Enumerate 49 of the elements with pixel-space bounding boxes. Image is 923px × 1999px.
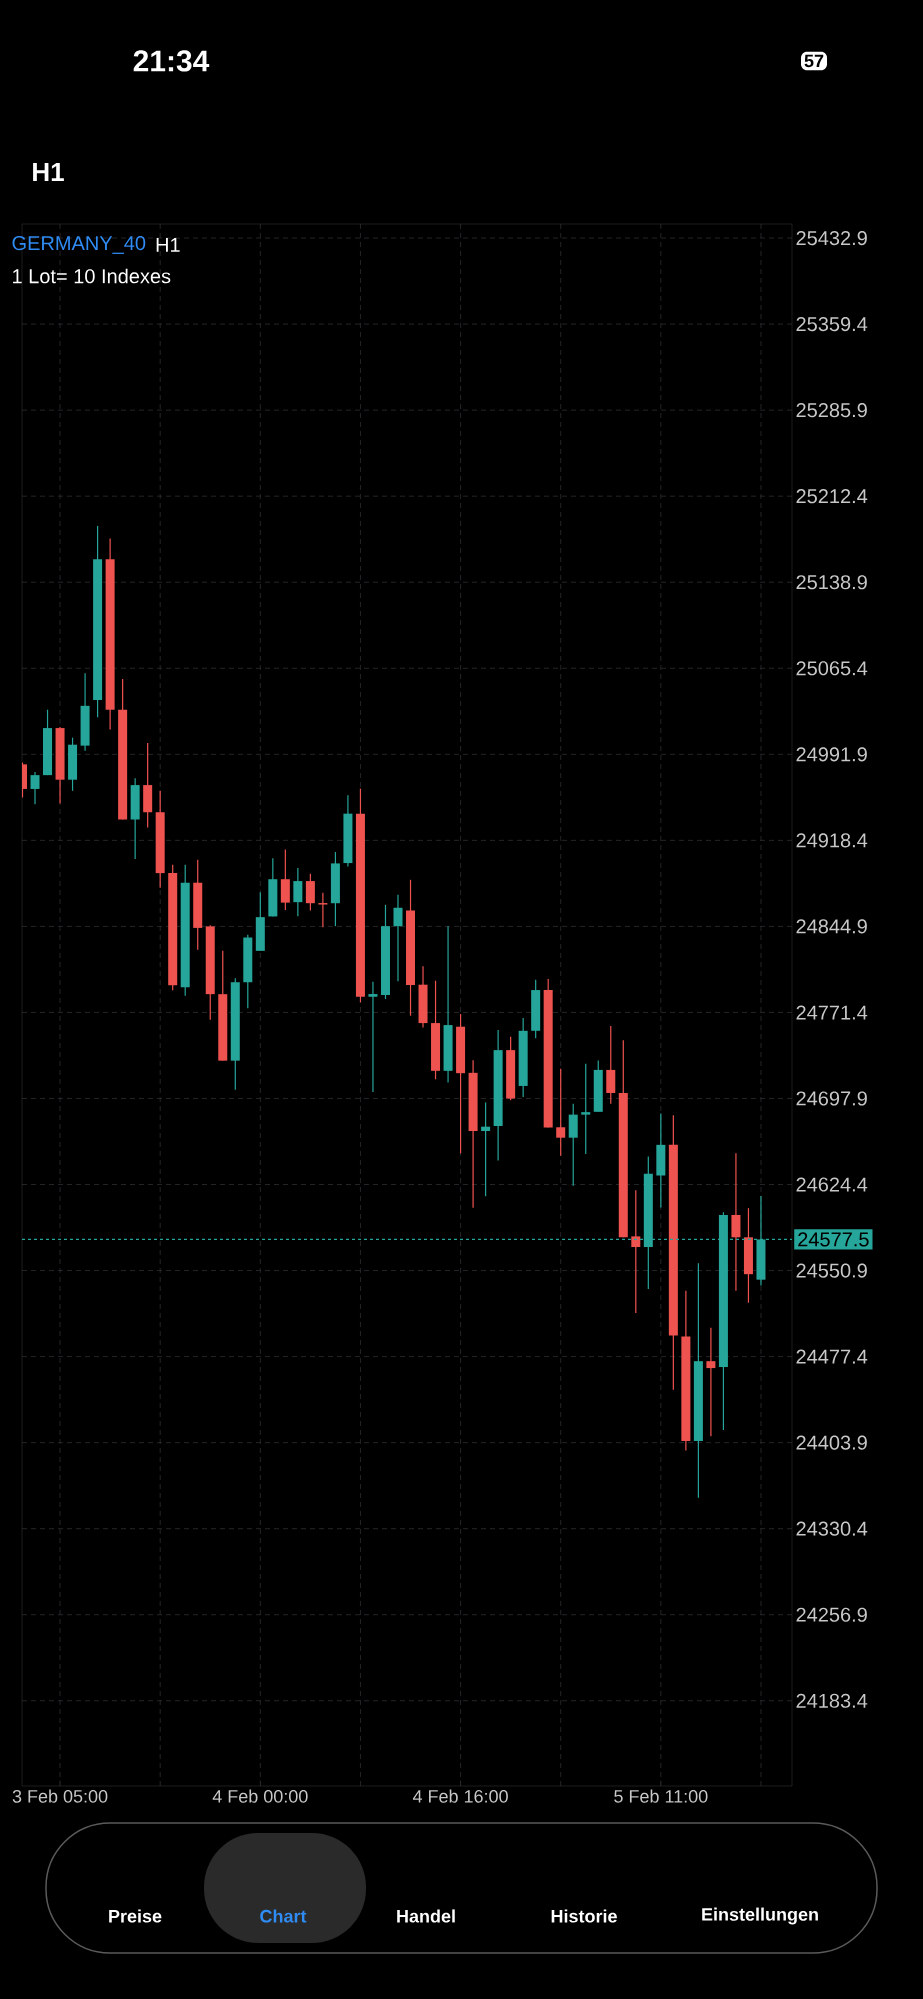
text: Handel	[397, 1909, 455, 1923]
candlestick	[631, 1189, 641, 1314]
text: GERMANY_40	[12, 236, 146, 254]
candlestick	[280, 848, 290, 911]
x-tick-label: 3 Feb 05:00	[12, 1789, 108, 1803]
y-tick-label: 24918.4	[796, 833, 868, 848]
text: Einstellungen	[702, 1907, 818, 1925]
y-tick-label: 24256.9	[796, 1607, 867, 1622]
text: Historie	[551, 1909, 617, 1923]
y-tick-label: 24550.9	[796, 1263, 867, 1278]
candlestick	[568, 1103, 578, 1187]
candlestick	[368, 981, 378, 1093]
ref-line-label: 24577.5	[798, 1232, 869, 1247]
candlestick	[393, 894, 403, 982]
text: 57	[804, 54, 824, 68]
candlestick	[706, 1327, 716, 1437]
candlestick	[556, 1068, 566, 1157]
candlestick	[305, 873, 315, 912]
y-tick-label: 25359.4	[796, 317, 868, 332]
text: 21:34	[133, 50, 210, 72]
y-tick-label: 24403.9	[796, 1435, 867, 1450]
y-tick-label: 24183.4	[796, 1693, 868, 1708]
candlestick	[606, 1025, 616, 1105]
y-tick-label: 24771.4	[796, 1005, 868, 1020]
text: H1	[33, 163, 64, 181]
y-tick-label: 24624.4	[796, 1177, 868, 1192]
text: 1 Lot= 10 Indexes	[13, 268, 171, 284]
y-tick-label: 25065.4	[796, 661, 868, 676]
candlestick	[317, 892, 329, 928]
y-tick-label: 25138.9	[796, 575, 867, 590]
x-tick-label: 4 Feb 16:00	[412, 1789, 508, 1803]
y-tick-label: 24991.9	[796, 747, 867, 762]
candlestick	[481, 1101, 491, 1197]
y-tick-label: 24477.4	[796, 1349, 868, 1364]
y-tick-label: 25285.9	[796, 403, 867, 418]
y-tick-label: 24697.9	[796, 1091, 867, 1106]
y-tick-label: 24330.4	[796, 1521, 868, 1536]
x-tick-label: 4 Feb 00:00	[212, 1789, 308, 1803]
y-tick-label: 24844.9	[796, 919, 867, 934]
x-tick-label: 5 Feb 11:00	[614, 1789, 708, 1803]
candlestick	[731, 1152, 741, 1292]
candlestick	[293, 867, 303, 917]
text: Preise	[109, 1909, 162, 1923]
annotation: H1	[156, 238, 180, 252]
candlestick	[30, 771, 40, 805]
text: Chart	[260, 1909, 307, 1923]
y-tick-label: 25432.9	[796, 230, 867, 246]
candlestick	[581, 1063, 591, 1155]
y-tick-label: 25212.4	[796, 489, 868, 504]
